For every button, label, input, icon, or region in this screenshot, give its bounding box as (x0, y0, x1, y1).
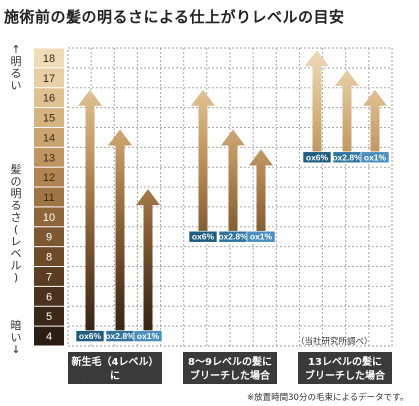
level-number-7: 7 (46, 271, 52, 283)
group-label-line2: ブリーチした場合 (305, 371, 385, 382)
group-label-line2: ブリーチした場合 (75, 385, 155, 396)
arrow-g1-ox1-tag (133, 330, 163, 342)
level-number-14: 14 (43, 132, 55, 144)
arrow-g1-ox6-head (78, 89, 102, 106)
arrow-g3-ox1-tag (360, 151, 390, 164)
arrow-g2-ox1-tag (246, 230, 276, 243)
arrow-g3-ox28-label: ox2.8% (332, 152, 362, 162)
arrow-g2-ox1-label: ox1% (250, 232, 273, 242)
level-number-16: 16 (43, 93, 55, 105)
level-number-9: 9 (46, 232, 52, 244)
level-swatch-9 (34, 227, 64, 247)
arrow-g3-ox6-tag (302, 151, 332, 164)
arrow-g1-ox28-shaft (115, 144, 125, 337)
arrow-g2-ox28-shaft (228, 144, 238, 237)
level-swatch-4 (34, 326, 64, 346)
arrow-g2-ox6-head (191, 89, 215, 106)
source-note: （当社研究所調べ） (296, 337, 373, 347)
arrow-g2-ox28-head (221, 129, 245, 146)
level-number-5: 5 (46, 311, 52, 323)
level-number-12: 12 (43, 172, 55, 184)
arrow-g1-ox6-label: ox6% (79, 331, 102, 341)
y-axis-bottom-label: 暗い ↓ (10, 319, 22, 356)
level-swatch-13 (34, 147, 64, 167)
level-number-6: 6 (46, 291, 52, 303)
arrow-g1-ox6-shaft (85, 104, 95, 337)
level-swatch-11 (34, 187, 64, 207)
level-swatch-7 (34, 267, 64, 286)
level-number-11: 11 (43, 192, 54, 204)
arrow-g3-ox6-label: ox6% (306, 152, 329, 162)
arrow-g3-ox28-shaft (342, 84, 352, 158)
y-axis-top-label: ↑ 明るい (10, 43, 22, 92)
level-swatch-10 (34, 207, 64, 227)
group-label-line1: 13レベルの髪に (308, 357, 382, 368)
arrow-g3-ox1-shaft (370, 104, 380, 158)
group-label-8-9-level: 8〜9レベルの髪に ブリーチした場合 (183, 352, 277, 384)
arrow-g1-ox1-label: ox1% (137, 331, 160, 341)
chart-title: 施術前の髪の明るさによる仕上がりレベルの目安 (4, 8, 345, 26)
arrow-g1-ox28-label: ox2.8% (105, 331, 135, 341)
arrow-g3-ox28-head (335, 69, 359, 86)
arrow-g1-ox6-tag (75, 330, 105, 342)
arrow-g3-ox1-head (363, 89, 387, 106)
arrow-g3-ox6-head (305, 50, 329, 66)
group-label-line1: 新生毛（4レベル）に (71, 357, 159, 382)
level-number-13: 13 (43, 152, 55, 164)
y-axis-middle-label: 髪の明るさ(レベル) (10, 163, 22, 284)
level-swatch-6 (34, 286, 64, 306)
arrow-g2-ox6-tag (188, 230, 218, 243)
arrow-g3-ox1-label: ox1% (364, 152, 387, 162)
arrow-g1-ox1-head (136, 189, 160, 206)
level-swatch-17 (34, 68, 64, 88)
level-swatch-14 (34, 127, 64, 147)
level-number-10: 10 (43, 212, 55, 224)
arrow-g3-ox6-shaft (312, 65, 322, 158)
level-number-4: 4 (46, 331, 52, 343)
arrow-g2-ox28-label: ox2.8% (218, 232, 248, 242)
level-number-18: 18 (43, 53, 55, 65)
level-number-8: 8 (46, 252, 52, 264)
level-swatch-18 (34, 48, 64, 68)
arrow-g1-ox28-head (108, 129, 132, 146)
level-number-17: 17 (43, 73, 55, 85)
arrow-g2-ox1-head (249, 149, 273, 166)
level-swatch-5 (34, 306, 64, 326)
footnote: ※放置時間30分の毛束によるデータです。 (247, 393, 409, 403)
level-swatch-12 (34, 167, 64, 187)
y-axis-caption: ↑ 明るい 髪の明るさ(レベル) 暗い ↓ (0, 38, 32, 356)
arrow-g2-ox1-shaft (256, 164, 266, 237)
group-label-line2: ブリーチした場合 (190, 371, 270, 382)
group-label-new-growth: 新生毛（4レベル）に ブリーチした場合 (68, 352, 162, 396)
arrow-g1-ox1-shaft (143, 204, 153, 337)
group-label-13-level: 13レベルの髪に ブリーチした場合 (298, 352, 392, 384)
arrow-g2-ox6-label: ox6% (192, 232, 215, 242)
level-swatch-15 (34, 108, 64, 127)
arrow-g2-ox6-shaft (198, 104, 208, 237)
level-number-15: 15 (43, 113, 55, 125)
level-swatch-8 (34, 247, 64, 267)
level-swatch-16 (34, 88, 64, 108)
group-label-line1: 8〜9レベルの髪に (188, 357, 272, 368)
